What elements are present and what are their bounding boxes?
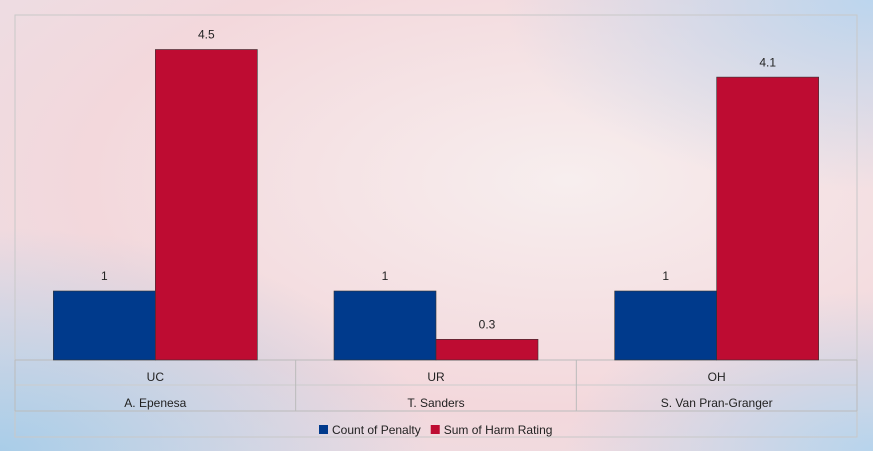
data-label: 0.3 (479, 317, 496, 331)
data-label: 1 (662, 269, 669, 283)
x-group-label: S. Van Pran-Granger (661, 396, 773, 410)
bar (716, 76, 819, 361)
bar (53, 290, 156, 361)
x-group-label: A. Epenesa (124, 396, 186, 410)
legend-label: Sum of Harm Rating (444, 423, 553, 437)
x-tick-label: UC (147, 370, 165, 384)
bar (614, 290, 717, 361)
legend-swatch (430, 425, 440, 434)
x-tick-label: OH (708, 370, 726, 384)
data-label: 1 (101, 269, 108, 283)
data-label: 1 (382, 269, 389, 283)
x-group-label: T. Sanders (407, 396, 464, 410)
bar (155, 49, 258, 361)
data-label: 4.5 (198, 28, 215, 42)
legend-label: Count of Penalty (332, 423, 421, 437)
data-label: 4.1 (759, 55, 776, 69)
bar (333, 290, 437, 361)
chart-border (14, 14, 858, 438)
legend-swatch (319, 425, 328, 434)
bar (435, 338, 539, 361)
x-tick-label: UR (427, 370, 445, 384)
